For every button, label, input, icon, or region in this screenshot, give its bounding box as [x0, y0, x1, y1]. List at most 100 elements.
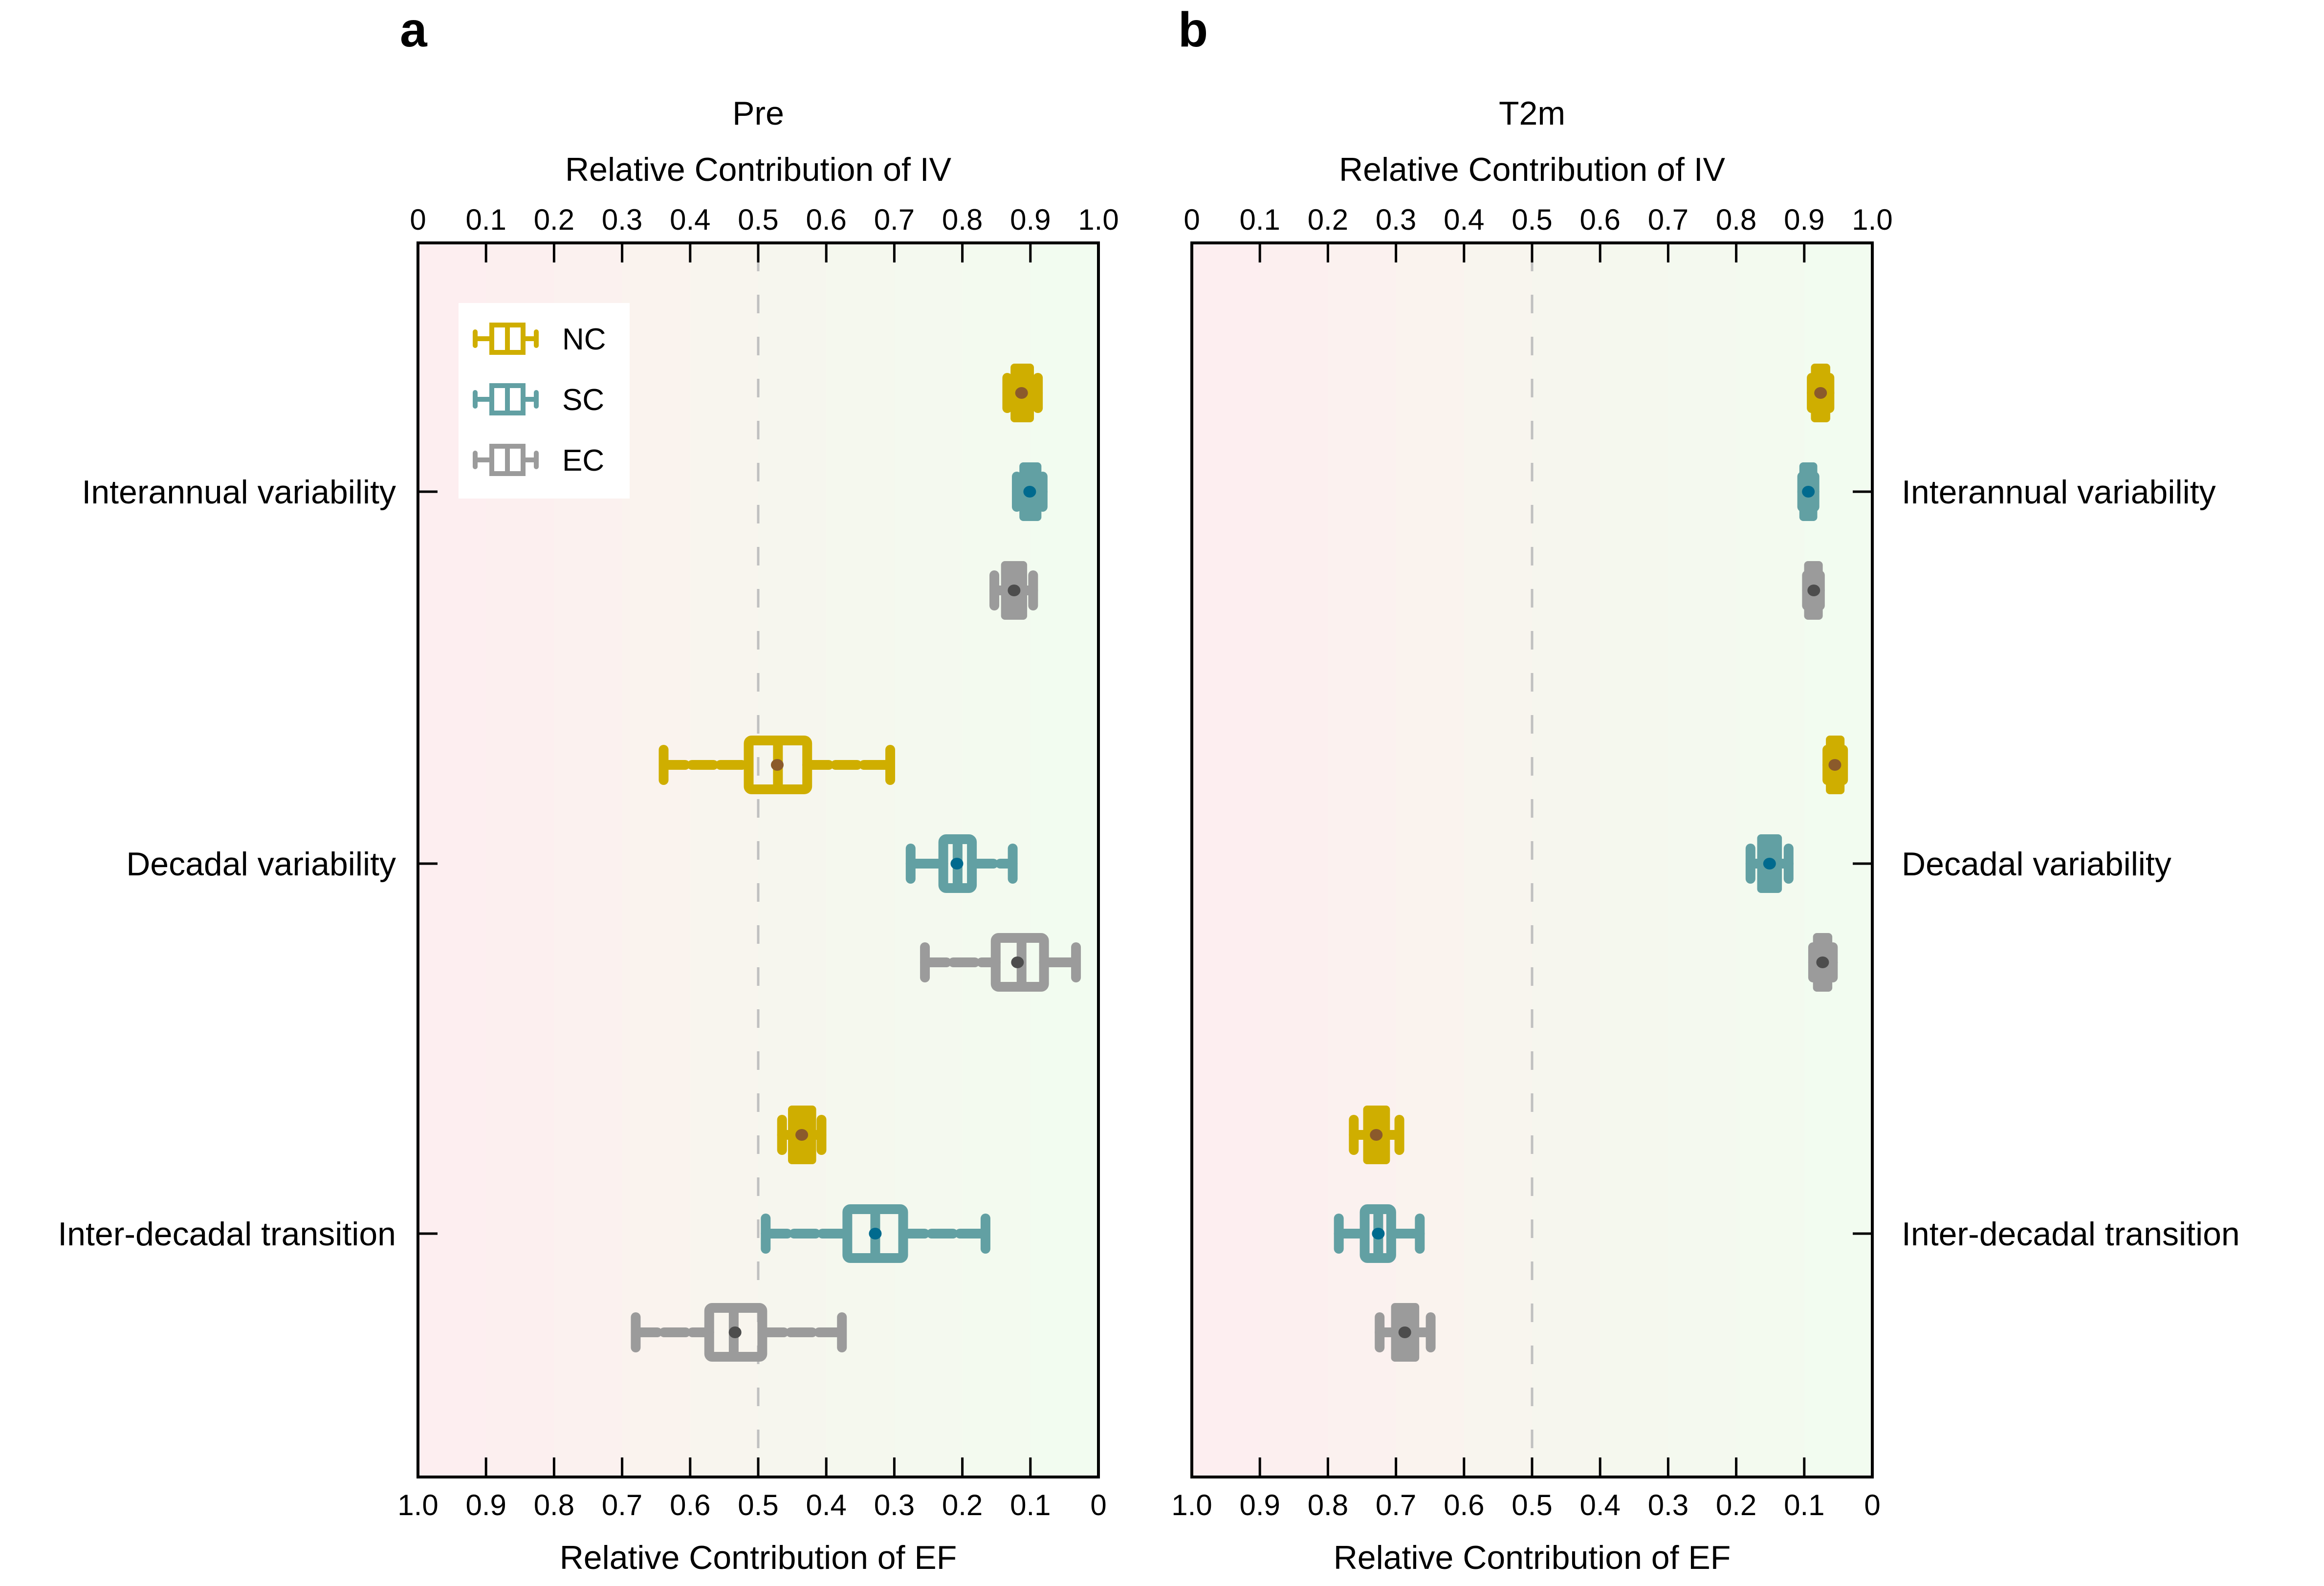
category-label: Interannual variability — [82, 474, 396, 511]
mean-point — [1023, 486, 1036, 498]
mean-point — [1814, 387, 1827, 399]
background-band — [622, 243, 691, 1477]
bottom-tick-label: 0.7 — [602, 1489, 642, 1521]
background-band — [1328, 243, 1397, 1477]
bottom-tick-label: 0.8 — [534, 1489, 574, 1521]
legend-item-nc: NC — [473, 323, 606, 356]
background-band — [1396, 243, 1465, 1477]
boxplot-nc — [1807, 364, 1835, 422]
bottom-tick-label: 0.5 — [1512, 1489, 1552, 1521]
panel-letter-b: b — [1178, 2, 1208, 57]
boxplot-ec — [1802, 561, 1825, 620]
bottom-tick-label: 0.4 — [1579, 1489, 1620, 1521]
boxplot-sc — [761, 1204, 990, 1263]
plot-frame — [1190, 241, 1874, 1478]
boxplot-nc — [658, 736, 896, 794]
background-band — [1600, 243, 1669, 1477]
background-band — [1464, 243, 1533, 1477]
background-band — [1192, 243, 1261, 1477]
top-tick-label: 0.7 — [874, 203, 915, 236]
mean-point — [1011, 956, 1024, 968]
background-band — [1030, 243, 1099, 1477]
background-band — [690, 243, 759, 1477]
bottom-tick-label: 0.9 — [465, 1489, 506, 1521]
top-tick-label: 0.6 — [1579, 203, 1620, 236]
mean-point — [1372, 1228, 1385, 1239]
plot-frame — [417, 241, 1100, 1478]
category-label: Decadal variability — [1902, 846, 2171, 883]
legend-label: SC — [562, 383, 604, 417]
top-axis-title: Relative Contribution of IV — [565, 151, 952, 188]
top-tick-label: 0 — [410, 203, 426, 236]
mean-point — [1828, 759, 1842, 771]
bottom-tick-label: 0.5 — [738, 1489, 778, 1521]
mean-point — [1763, 858, 1776, 869]
top-tick-label: 0 — [1184, 203, 1200, 236]
background-band — [1804, 243, 1873, 1477]
mean-point — [1802, 486, 1815, 498]
top-tick-label: 0.1 — [1239, 203, 1280, 236]
top-tick-label: 0.6 — [806, 203, 846, 236]
mean-point — [1015, 387, 1028, 399]
bottom-tick-label: 0.9 — [1239, 1489, 1280, 1521]
bottom-tick-label: 0.2 — [942, 1489, 983, 1521]
background-band — [1260, 243, 1329, 1477]
bottom-tick-label: 0.2 — [1716, 1489, 1756, 1521]
mean-point — [795, 1129, 809, 1141]
legend-item-ec: EC — [473, 444, 604, 478]
top-tick-label: 0.2 — [534, 203, 574, 236]
panel-letter-a: a — [400, 2, 428, 57]
top-tick-label: 0.8 — [1716, 203, 1756, 236]
category-label: Decadal variability — [126, 846, 396, 883]
bottom-axis-title: Relative Contribution of EF — [1334, 1539, 1731, 1576]
top-tick-label: 0.4 — [1444, 203, 1484, 236]
bottom-axis-title: Relative Contribution of EF — [560, 1539, 957, 1576]
boxplot-ec — [631, 1303, 847, 1362]
mean-point — [1807, 585, 1820, 596]
top-tick-label: 0.8 — [942, 203, 983, 236]
bottom-tick-label: 1.0 — [1171, 1489, 1212, 1521]
boxplot-nc — [777, 1106, 827, 1164]
mean-point — [869, 1228, 882, 1239]
bottom-tick-label: 0.1 — [1784, 1489, 1824, 1521]
top-tick-label: 0.7 — [1648, 203, 1688, 236]
top-tick-label: 0.9 — [1010, 203, 1051, 236]
boxplot-sc — [1745, 834, 1794, 893]
category-label: Interannual variability — [1902, 474, 2216, 511]
top-tick-label: 0.1 — [465, 203, 506, 236]
boxplot-sc — [905, 834, 1018, 893]
top-tick-label: 0.3 — [1376, 203, 1416, 236]
bottom-tick-label: 0.7 — [1376, 1489, 1416, 1521]
bottom-tick-label: 0.3 — [874, 1489, 915, 1521]
top-tick-label: 0.2 — [1308, 203, 1348, 236]
mean-point — [1398, 1326, 1411, 1338]
legend-item-sc: SC — [473, 383, 604, 417]
top-tick-label: 0.5 — [738, 203, 778, 236]
bottom-tick-label: 0.4 — [806, 1489, 846, 1521]
boxplot-sc — [1334, 1204, 1425, 1263]
boxplot-nc — [1002, 364, 1043, 422]
mean-point — [1370, 1129, 1383, 1141]
background-band — [826, 243, 895, 1477]
top-tick-label: 1.0 — [1078, 203, 1118, 236]
bottom-tick-label: 0 — [1864, 1489, 1880, 1521]
bottom-tick-label: 0.6 — [1444, 1489, 1484, 1521]
mean-point — [1816, 956, 1829, 968]
boxplot-ec — [1808, 933, 1838, 992]
bottom-tick-label: 0 — [1090, 1489, 1106, 1521]
panel-title: Pre — [732, 95, 784, 132]
mean-point — [770, 759, 784, 771]
top-axis-title: Relative Contribution of IV — [1339, 151, 1726, 188]
panel-t2m: T2m Relative Contribution of IV Relative… — [1171, 95, 2239, 1576]
bottom-tick-label: 1.0 — [397, 1489, 438, 1521]
background-band — [758, 243, 827, 1477]
top-tick-label: 0.3 — [602, 203, 642, 236]
top-tick-label: 1.0 — [1852, 203, 1892, 236]
boxplot-nc — [1349, 1106, 1404, 1164]
bottom-tick-label: 0.1 — [1010, 1489, 1051, 1521]
top-tick-label: 0.4 — [670, 203, 710, 236]
mean-point — [1008, 585, 1021, 596]
bottom-tick-label: 0.3 — [1648, 1489, 1688, 1521]
boxplot-ec — [989, 561, 1038, 620]
boxplot-ec — [1375, 1303, 1436, 1362]
